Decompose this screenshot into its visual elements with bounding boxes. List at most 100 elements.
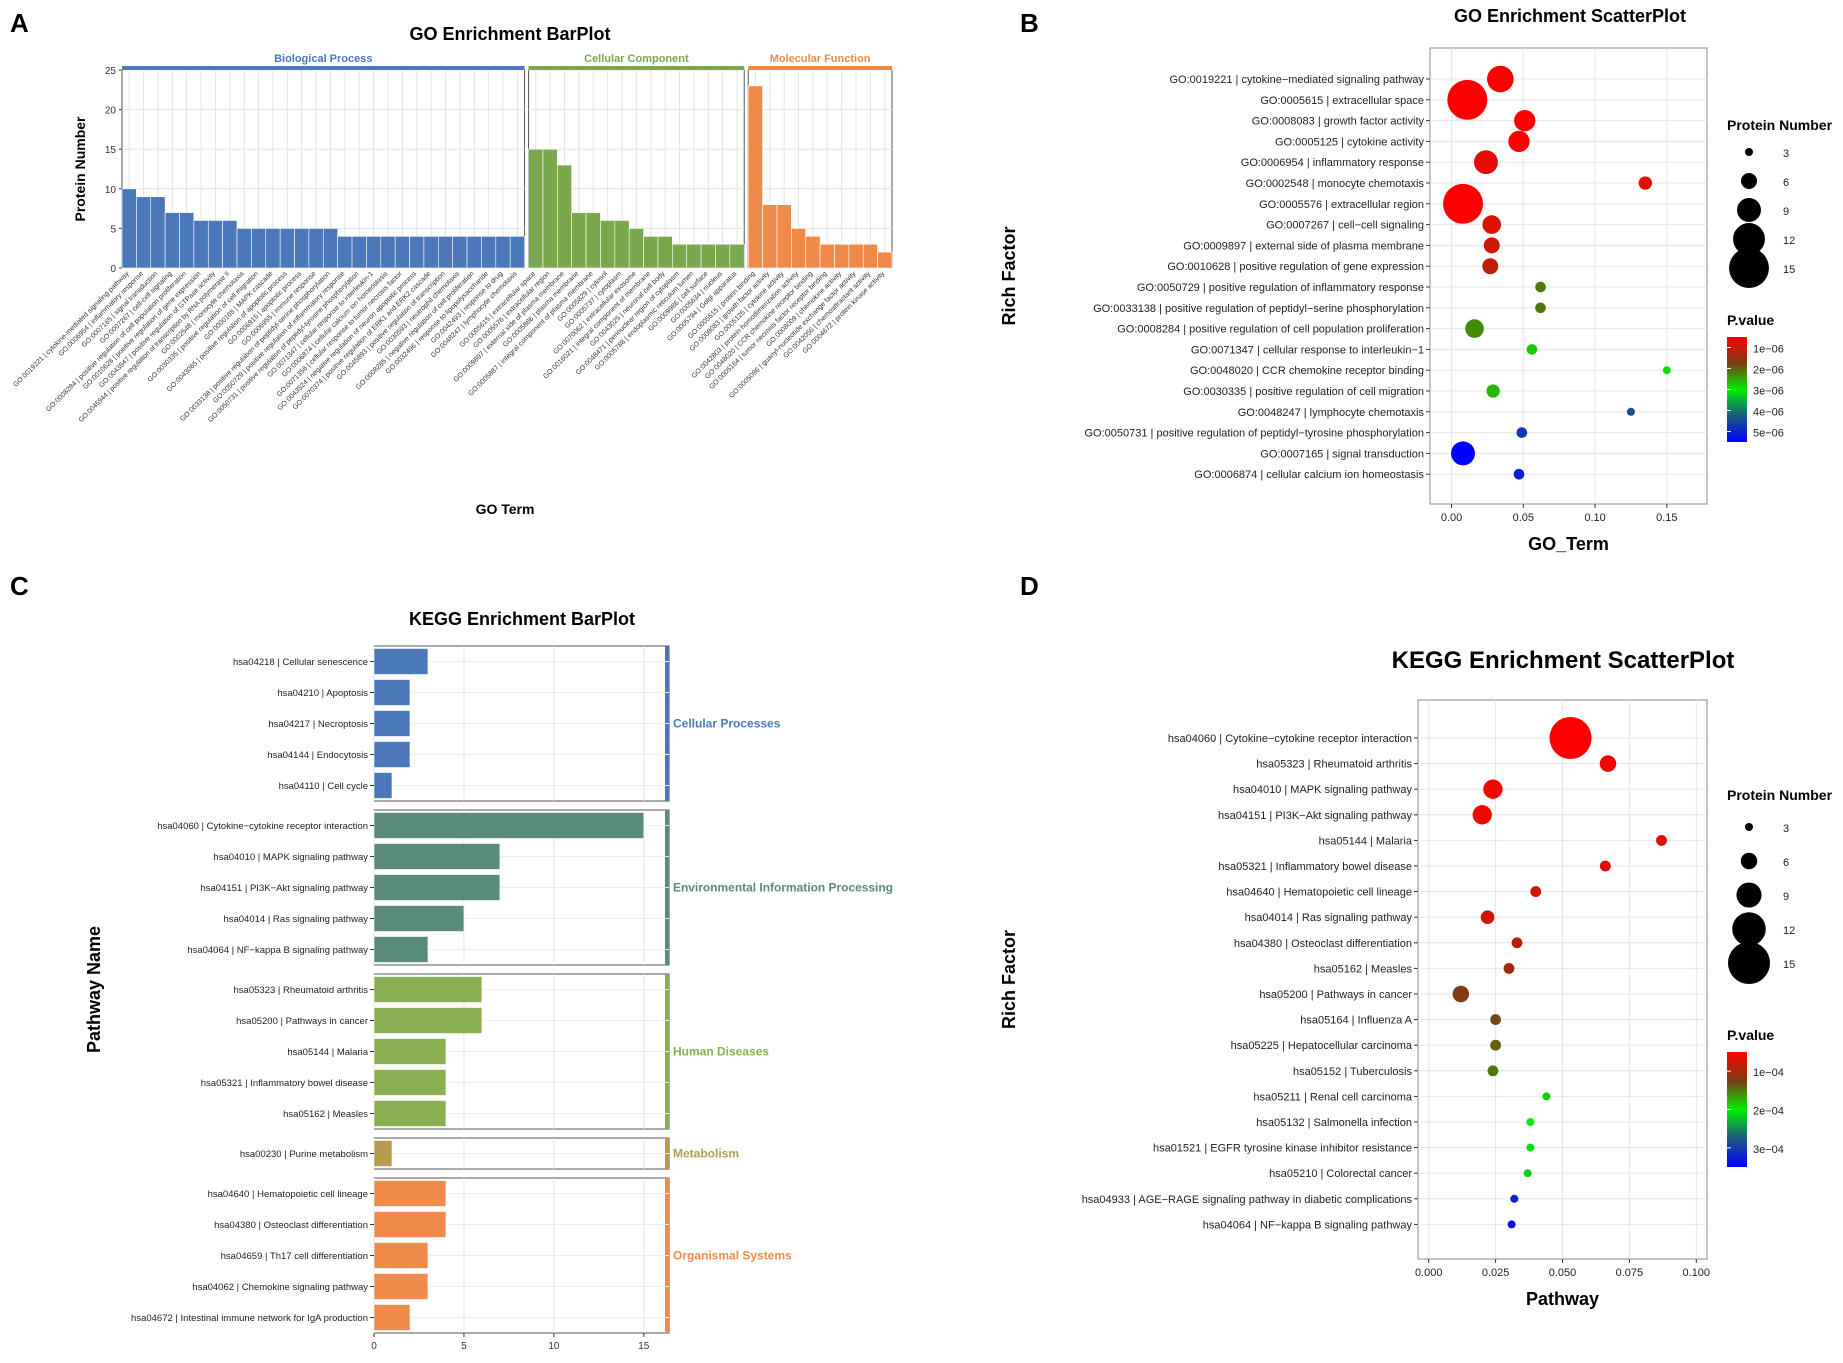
y-tick-label: GO:0048020 | CCR chemokine receptor bind… (1190, 365, 1424, 377)
x-tick-label: 0.025 (1482, 1267, 1510, 1279)
bar (373, 710, 411, 737)
bar (373, 1100, 447, 1127)
bar (791, 228, 807, 269)
y-tick-label: GO:0050729 | positive regulation of infl… (1137, 282, 1424, 294)
x-tick-label: 0.100 (1683, 1267, 1711, 1279)
panel-label-a: A (10, 8, 29, 38)
y-tick-label: hsa04062 | Chemokine signaling pathway (192, 1282, 368, 1293)
panel-label-d: D (1020, 571, 1039, 601)
bar (150, 196, 166, 269)
bar (394, 236, 410, 269)
bar (819, 243, 835, 269)
bar (509, 236, 525, 269)
bar (409, 236, 425, 269)
data-point (1490, 1039, 1502, 1051)
data-point (1507, 1220, 1516, 1229)
bar (614, 220, 630, 269)
y-tick-label: hsa04217 | Necroptosis (268, 719, 368, 730)
size-legend-title: Protein Number (1727, 117, 1833, 133)
size-legend-label: 9 (1783, 206, 1789, 218)
bar (337, 236, 353, 269)
x-tick-label: 0.10 (1584, 512, 1605, 524)
y-tick-label: hsa05211 | Renal cell carcinoma (1253, 1091, 1412, 1103)
y-tick-label: hsa04060 | Cytokine−cytokine receptor in… (1168, 733, 1412, 745)
bar (657, 236, 673, 269)
bar (700, 243, 716, 269)
y-tick-label: hsa05162 | Measles (283, 1109, 368, 1120)
panel-label-b: B (1020, 8, 1039, 38)
y-tick-label: hsa05210 | Colorectal cancer (1269, 1168, 1412, 1180)
size-legend-label: 15 (1783, 959, 1795, 971)
bar (877, 251, 893, 269)
data-point (1486, 384, 1500, 398)
size-legend-circle (1741, 173, 1757, 189)
size-legend-label: 9 (1783, 891, 1789, 903)
y-axis-title: Rich Factor (999, 226, 1019, 325)
y-tick-label: hsa05162 | Measles (1314, 963, 1413, 975)
data-point (1511, 937, 1523, 949)
y-tick-label: hsa01521 | EGFR tyrosine kinase inhibito… (1153, 1143, 1412, 1155)
bar (729, 243, 745, 269)
x-tick-label: 10 (548, 1341, 560, 1352)
y-tick-label: hsa05200 | Pathways in cancer (1259, 989, 1412, 1001)
bar (373, 1007, 483, 1034)
bar (373, 679, 411, 706)
data-point (1513, 468, 1525, 480)
size-legend-label: 15 (1783, 264, 1795, 276)
bar (373, 1038, 447, 1065)
y-tick-label: hsa04640 | Hematopoietic cell lineage (208, 1189, 368, 1200)
bar (834, 243, 850, 269)
color-legend-label: 1e−04 (1753, 1067, 1784, 1079)
group-label: Environmental Information Processing (673, 881, 893, 895)
bar (366, 236, 382, 269)
bar (542, 148, 558, 269)
y-tick-label: GO:0071347 | cellular response to interl… (1191, 344, 1424, 356)
y-tick-label: hsa05164 | Influenza A (1300, 1015, 1412, 1027)
bar (862, 243, 878, 269)
bar (776, 204, 792, 269)
y-tick-label: hsa05144 | Malaria (287, 1047, 368, 1058)
y-tick-label: hsa05321 | Inflammatory bowel disease (1218, 861, 1412, 873)
size-legend-circle (1736, 882, 1762, 908)
y-tick-label: hsa05152 | Tuberculosis (1293, 1066, 1413, 1078)
bar (600, 220, 616, 269)
size-legend-circle (1732, 912, 1766, 946)
plot-panel (1429, 47, 1708, 505)
bar (294, 228, 310, 269)
data-point (1514, 109, 1536, 132)
y-tick-label: 20 (105, 106, 117, 117)
data-point (1510, 1194, 1519, 1203)
bar (557, 164, 572, 269)
y-tick-label: hsa04151 | PI3K−Akt signaling pathway (200, 883, 368, 894)
bar (373, 843, 501, 870)
y-tick-label: GO:0019221 | cytokine−mediated signaling… (1170, 74, 1425, 86)
size-legend-circle (1729, 248, 1769, 288)
y-tick-label: GO:0007267 | cell−cell signaling (1266, 220, 1424, 232)
chart-title: GO Enrichment ScatterPlot (1454, 6, 1686, 26)
panel-label-c: C (10, 571, 29, 601)
y-tick-label: 25 (105, 66, 117, 77)
bar (308, 228, 324, 269)
bar (265, 228, 281, 269)
size-legend-label: 6 (1783, 177, 1789, 189)
y-tick-label: GO:0008083 | growth factor activity (1252, 116, 1425, 128)
y-tick-label: hsa04659 | Th17 cell differentiation (221, 1251, 368, 1262)
data-point (1452, 985, 1470, 1003)
y-axis-title: Rich Factor (999, 930, 1019, 1029)
bar (848, 243, 864, 269)
y-tick-label: hsa04151 | PI3K−Akt signaling pathway (1218, 810, 1412, 822)
size-legend-label: 3 (1783, 823, 1789, 835)
data-point (1487, 1065, 1499, 1077)
size-legend-label: 3 (1783, 148, 1789, 160)
data-point (1465, 319, 1484, 338)
data-point (1535, 302, 1546, 314)
y-tick-label: GO:0010628 | positive regulation of gene… (1167, 261, 1424, 273)
color-legend-label: 5e−06 (1753, 428, 1784, 440)
y-tick-label: hsa04210 | Apoptosis (277, 688, 368, 699)
y-tick-label: hsa05323 | Rheumatoid arthritis (234, 985, 369, 996)
data-point (1482, 215, 1502, 234)
y-tick-label: hsa04218 | Cellular senescence (233, 657, 368, 668)
data-point (1599, 860, 1611, 872)
facet-strip (122, 66, 525, 70)
facet-strip (528, 66, 745, 70)
